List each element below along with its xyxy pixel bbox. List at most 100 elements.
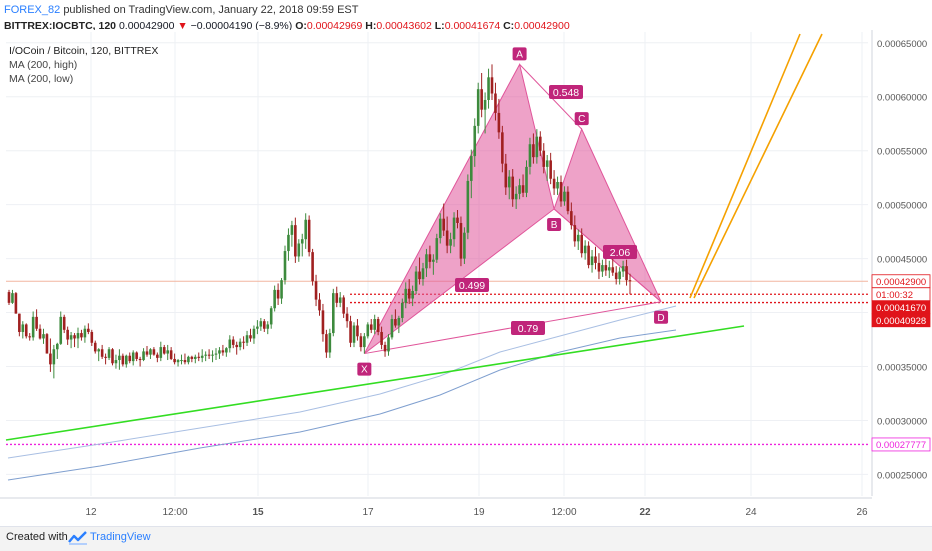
- candle-body: [173, 358, 176, 363]
- y-tick-label: 0.00050000: [877, 201, 927, 212]
- candle-body: [138, 358, 142, 361]
- candle-body: [328, 333, 332, 353]
- down-arrow-icon: ▼: [177, 20, 188, 32]
- candle-body: [307, 219, 311, 253]
- candle-body: [90, 331, 94, 343]
- candle-body: [100, 349, 104, 357]
- candle-body: [69, 335, 73, 340]
- candle-body: [411, 290, 414, 299]
- candle-body: [256, 326, 259, 329]
- candle-body: [228, 339, 232, 349]
- candle-body: [608, 267, 611, 271]
- candle-body: [349, 321, 352, 343]
- candle-body: [466, 180, 470, 233]
- candle-body: [366, 324, 370, 337]
- high-value: 0.00043602: [376, 20, 432, 32]
- candle-body: [501, 132, 504, 164]
- orange-projection-line-1: [689, 33, 801, 299]
- candle-body: [463, 232, 466, 259]
- candle-body: [42, 334, 45, 339]
- candle-body: [187, 356, 190, 363]
- candle-body: [31, 316, 35, 338]
- candle-body: [128, 355, 132, 362]
- candle-body: [221, 350, 225, 353]
- candle-body: [263, 321, 266, 329]
- candle-body: [497, 112, 501, 133]
- candle-body: [62, 316, 66, 330]
- candle-body: [459, 222, 463, 259]
- candle-body: [311, 252, 314, 282]
- candle-body: [504, 163, 508, 188]
- candle-body: [604, 265, 608, 271]
- created-with-text: Created with: [6, 531, 68, 543]
- candle-body: [594, 256, 597, 263]
- candle-body: [118, 355, 121, 361]
- time-axis[interactable]: 12 12:00 15 17 19 12:00 22 24 26: [0, 497, 872, 518]
- candle-body: [576, 234, 580, 242]
- pattern-point-a: A: [516, 49, 523, 60]
- green-trendline: [5, 325, 745, 441]
- y-tick-label: 0.00065000: [877, 39, 927, 50]
- x-tick-label: 19: [473, 507, 485, 518]
- candle-body: [363, 336, 366, 348]
- candle-body: [73, 335, 76, 339]
- candle-body: [542, 150, 546, 167]
- candle-body: [321, 310, 325, 335]
- candle-body: [214, 353, 218, 355]
- candle-body: [38, 328, 42, 339]
- candle-body: [52, 349, 56, 365]
- candle-body: [383, 344, 387, 352]
- candle-body: [335, 293, 339, 303]
- low-label: L:: [434, 20, 445, 32]
- tradingview-logo-icon[interactable]: [68, 530, 88, 546]
- candle-body: [273, 289, 276, 309]
- candle-body: [435, 238, 439, 260]
- candle-body: [549, 160, 552, 179]
- candle-body: [332, 293, 335, 334]
- candle-body: [539, 136, 542, 151]
- ma-low-line: [7, 329, 677, 481]
- candle-body: [356, 325, 359, 337]
- x-tick-label: 24: [745, 507, 757, 518]
- x-tick-label: 26: [856, 507, 868, 518]
- candle-body: [207, 354, 211, 356]
- close-label: C:: [503, 20, 515, 32]
- candle-body: [211, 354, 214, 356]
- candle-body: [476, 89, 480, 126]
- candle-body: [483, 99, 487, 110]
- candle-body: [80, 333, 83, 338]
- open-value: 0.00042969: [306, 20, 363, 32]
- price-tag-label: 0.00027777: [876, 440, 926, 451]
- candle-body: [373, 319, 376, 330]
- candle-body: [394, 319, 397, 326]
- candle-body: [528, 144, 532, 167]
- pattern-point-badge: [512, 47, 527, 61]
- candle-body: [252, 328, 256, 339]
- pattern-point-badge: [574, 112, 589, 126]
- pattern-overlays: X A B C D 0.499 0.548 2.06 0.79: [357, 47, 669, 376]
- tradingview-brand[interactable]: TradingView: [90, 531, 151, 543]
- price-axis[interactable]: 0.00065000 0.00060000 0.00055000 0.00050000…: [871, 30, 931, 496]
- candle-body: [245, 335, 249, 343]
- candle-body: [425, 254, 428, 269]
- candle-body: [280, 280, 283, 299]
- candle-body: [535, 136, 539, 158]
- x-tick-label: 15: [252, 507, 264, 518]
- candle-body: [325, 334, 328, 353]
- candle-body: [197, 356, 201, 358]
- candle-body: [162, 347, 166, 354]
- pattern-point-c: C: [578, 114, 585, 125]
- candle-body: [487, 77, 490, 100]
- price-change: −0.00004190 (−8.9%): [190, 20, 293, 32]
- candle-body: [45, 334, 49, 354]
- ma-high-line: [7, 305, 677, 459]
- candle-body: [235, 344, 238, 348]
- author-link[interactable]: FOREX_82: [4, 4, 61, 16]
- y-tick-label: 0.00055000: [877, 147, 927, 158]
- candle-body: [590, 256, 594, 266]
- candle-body: [56, 343, 59, 350]
- high-label: H:: [365, 20, 377, 32]
- candle-body: [587, 245, 590, 266]
- pattern-point-badge: [547, 217, 562, 231]
